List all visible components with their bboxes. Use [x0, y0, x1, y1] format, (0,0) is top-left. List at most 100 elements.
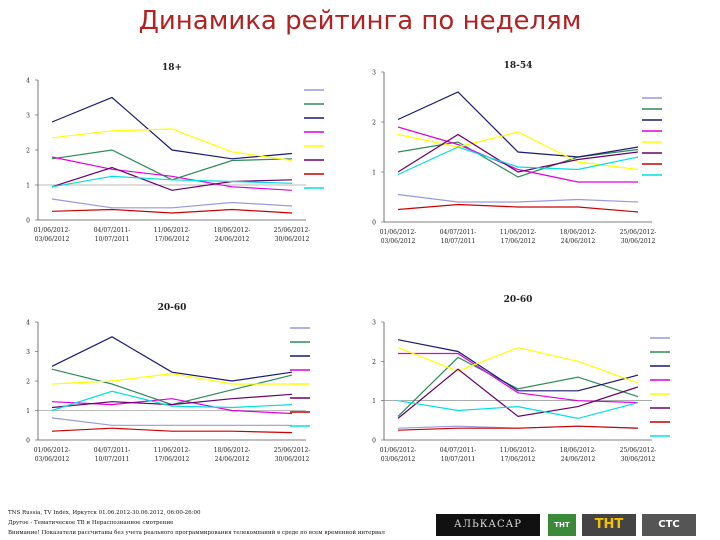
y-tick-label: 0	[26, 218, 30, 225]
series-line	[51, 156, 293, 191]
series-line	[397, 346, 639, 384]
series-line	[51, 96, 293, 160]
chart-18-54: 18-54 0 1 2 3 01/06/2012- 03/06/2012 04/07/2011…	[360, 58, 705, 263]
x-tick-label: 18/06/2012-	[214, 227, 251, 234]
x-tick-label: 17/06/2012	[155, 236, 190, 243]
x-tick-label: 10/07/2011	[95, 456, 130, 463]
series-line	[397, 131, 639, 171]
x-tick-label: 25/06/2012-	[620, 229, 657, 236]
y-tick-label: 0	[26, 438, 30, 445]
x-tick-label: 30/06/2012	[621, 238, 656, 245]
series-line	[51, 208, 293, 214]
series-line	[397, 141, 639, 178]
series-line	[51, 417, 292, 426]
series-line	[51, 393, 293, 409]
chart-title: 18+	[162, 63, 182, 73]
series-line	[397, 193, 639, 203]
series-line	[51, 166, 293, 191]
x-tick-label: 03/06/2012	[381, 238, 416, 245]
page-title: Динамика рейтинга по неделям	[138, 6, 582, 36]
x-tick-label: 01/06/2012-	[380, 447, 417, 454]
series-line	[397, 203, 639, 213]
y-tick-label: 1	[372, 398, 376, 405]
x-tick-label: 25/06/2012-	[620, 447, 657, 454]
x-tick-label: 18/06/2012-	[214, 447, 251, 454]
y-tick-label: 4	[26, 78, 30, 85]
series-line	[397, 339, 639, 392]
y-tick-label: 2	[372, 120, 376, 127]
x-tick-label: 03/06/2012	[35, 236, 70, 243]
x-tick-label: 11/06/2012-	[154, 447, 191, 454]
x-tick-label: 30/06/2012	[621, 456, 656, 463]
y-tick-label: 3	[26, 349, 30, 356]
footer-notes: TNS Russia, TV Index, Иркутск 01.06.2012…	[8, 508, 408, 538]
footer-warning: Внимание! Показатели рассчитаны без учет…	[8, 530, 385, 536]
x-tick-label: 24/06/2012	[215, 236, 250, 243]
chart-18plus: 18+ 0 1 2 3 4 01/06/2012- 03/06/2012 04/07/2011-…	[14, 58, 344, 248]
y-tick-label: 4	[26, 320, 30, 327]
x-tick-label: 17/06/2012	[155, 456, 190, 463]
y-tick-label: 1	[26, 183, 30, 190]
y-tick-label: 2	[372, 359, 376, 366]
x-tick-label: 04/07/2011-	[440, 447, 477, 454]
series-line	[51, 128, 293, 162]
series-line	[51, 336, 293, 382]
series-line	[397, 356, 639, 417]
series-line	[51, 427, 293, 434]
y-tick-label: 3	[372, 320, 376, 327]
chart-18plus-svg: 18+ 0 1 2 3 4 01/06/2012- 03/06/2012 04/07/2011-…	[26, 63, 324, 243]
y-tick-label: 2	[26, 379, 30, 386]
series-line	[397, 425, 639, 431]
alkasar-logo: АЛЬКАСАР	[436, 514, 540, 536]
x-tick-label: 10/07/2011	[95, 236, 130, 243]
series-line	[397, 126, 638, 183]
x-tick-label: 24/06/2012	[561, 238, 596, 245]
x-tick-label: 03/06/2012	[381, 456, 416, 463]
chart-title: 20-60	[504, 295, 533, 305]
x-tick-label: 25/06/2012-	[274, 227, 311, 234]
y-tick-label: 0	[372, 220, 376, 227]
series-line	[51, 390, 293, 412]
x-tick-label: 25/06/2012-	[274, 447, 311, 454]
x-tick-label: 24/06/2012	[561, 456, 596, 463]
x-tick-label: 11/06/2012-	[500, 447, 537, 454]
footer-source: TNS Russia, TV Index, Иркутск 01.06.2012…	[8, 510, 201, 516]
y-tick-label: 1	[26, 408, 30, 415]
x-tick-label: 18/06/2012-	[560, 229, 597, 236]
chart-title: 18-54	[504, 61, 533, 71]
x-tick-label: 18/06/2012-	[560, 447, 597, 454]
y-tick-label: 3	[372, 70, 376, 77]
x-tick-label: 30/06/2012	[275, 456, 310, 463]
x-tick-label: 01/06/2012-	[34, 447, 71, 454]
x-tick-label: 11/06/2012-	[154, 227, 191, 234]
x-tick-label: 04/07/2011-	[440, 229, 477, 236]
chart-title: 20-60	[158, 303, 187, 313]
tnt-small-logo: ТНТ	[548, 514, 576, 536]
series-line	[397, 146, 639, 176]
x-tick-label: 01/06/2012-	[380, 229, 417, 236]
x-tick-label: 01/06/2012-	[34, 227, 71, 234]
chart-20-60-right-svg: 20-60 0 1 2 3 01/06/2012- 03/06/2012 04/07/2011…	[372, 295, 670, 463]
x-tick-label: 10/07/2011	[441, 238, 476, 245]
y-tick-label: 3	[26, 113, 30, 120]
ctc-logo: CTC	[642, 514, 696, 536]
series-line	[51, 198, 293, 209]
footer-other: Другое - Тематическое ТВ и Нераспознанно…	[8, 520, 174, 526]
chart-18-54-svg: 18-54 0 1 2 3 01/06/2012- 03/06/2012 04/07/2011…	[372, 61, 662, 245]
x-tick-label: 17/06/2012	[501, 456, 536, 463]
series-line	[51, 372, 292, 385]
series-line	[397, 133, 639, 173]
chart-20-60-left: 20-60 0 1 2 3 4 01/06/2012- 03/06/2012 04/07/201…	[14, 296, 354, 476]
y-tick-label: 1	[372, 170, 376, 177]
x-tick-label: 30/06/2012	[275, 236, 310, 243]
x-tick-label: 03/06/2012	[35, 456, 70, 463]
x-tick-label: 04/07/2011-	[94, 227, 131, 234]
x-tick-label: 04/07/2011-	[94, 447, 131, 454]
series-line	[398, 352, 639, 404]
series-line	[397, 368, 639, 419]
series-line	[51, 175, 293, 188]
logo-strip: АЛЬКАСАР ТНТ ТНТ CTC	[436, 512, 706, 538]
series-line	[397, 400, 639, 420]
x-tick-label: 10/07/2011	[441, 456, 476, 463]
x-tick-label: 17/06/2012	[501, 238, 536, 245]
